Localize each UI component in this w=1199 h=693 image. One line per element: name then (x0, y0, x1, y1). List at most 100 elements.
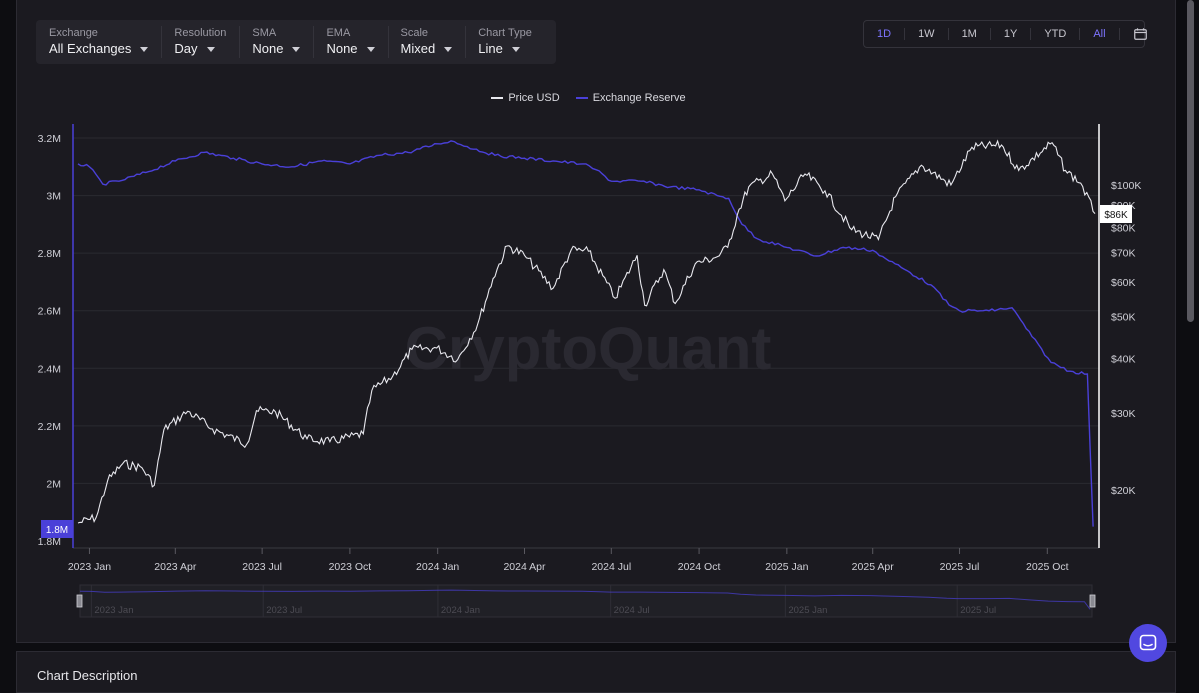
right-tick-label: $60K (1111, 277, 1136, 289)
chart-description-title: Chart Description (37, 668, 138, 683)
chevron-down-icon (444, 47, 453, 52)
scale-label: Scale (400, 27, 429, 39)
left-tick-label: 2M (46, 478, 61, 490)
current-price-marker: $86K (1100, 205, 1132, 223)
x-tick-label: 2023 Jul (242, 561, 282, 573)
range-all-button[interactable]: All (1079, 28, 1118, 40)
chevron-down-icon (206, 47, 215, 52)
current-price-label: $86K (1104, 210, 1128, 221)
chevron-down-icon (366, 47, 375, 52)
right-tick-label: $20K (1111, 485, 1136, 497)
range-1y-button[interactable]: 1Y (989, 28, 1030, 40)
navigator-label: 2025 Jul (960, 605, 996, 616)
left-tick-label: 2.2M (38, 421, 61, 433)
sma-value: None (252, 41, 284, 56)
left-tick-label: 3.2M (38, 133, 61, 145)
exchange-label: Exchange (49, 27, 98, 39)
navigator-label: 2024 Jan (441, 605, 480, 616)
legend-price[interactable]: Price USD (491, 92, 560, 104)
ema-label: EMA (326, 27, 351, 39)
x-tick-label: 2025 Jan (765, 561, 808, 573)
legend-reserve-swatch (575, 97, 588, 99)
calendar-button[interactable] (1118, 28, 1161, 40)
x-tick-label: 2024 Apr (503, 561, 546, 573)
chat-icon (1139, 634, 1157, 651)
right-tick-label: $80K (1111, 222, 1136, 234)
left-tick-label: 2.8M (38, 248, 61, 260)
legend-price-label: Price USD (508, 92, 560, 104)
x-tick-label: 2024 Jul (591, 561, 631, 573)
x-tick-label: 2023 Oct (329, 561, 372, 573)
chat-button[interactable] (1129, 624, 1167, 662)
chart-description-panel: Chart Description (16, 651, 1176, 693)
ema-value: None (326, 41, 358, 56)
series-line-price-usd (77, 139, 1096, 524)
x-tick-label: 2024 Oct (678, 561, 721, 573)
navigator-track (79, 584, 1093, 618)
legend-reserve[interactable]: Exchange Reserve (575, 92, 686, 104)
legend-price-swatch (491, 97, 504, 99)
chart-plot[interactable]: CryptoQuant 3.2M 3M 2.8M 2.6M 2.4M 2.2M 2M 1.8M… (0, 0, 1199, 640)
navigator-label: 2023 Jul (266, 605, 302, 616)
right-tick-label: $40K (1111, 354, 1136, 366)
current-reserve-badge (41, 520, 73, 538)
chart-controls: Exchange All Exchanges Resolution Day SM… (36, 20, 556, 64)
current-reserve-label: 1.8M (46, 525, 68, 536)
left-tick-label: 1.8M (38, 536, 61, 548)
sma-select[interactable]: SMA None (239, 20, 313, 64)
right-axis: $100K$90K$80K$70K$60K$50K$40K$30K$20K (1111, 180, 1141, 497)
exchange-select[interactable]: Exchange All Exchanges (36, 20, 161, 64)
chart-legend: Price USD Exchange Reserve (0, 92, 1199, 104)
range-1d-button[interactable]: 1D (877, 28, 892, 40)
current-reserve-marker: 1.8M (41, 520, 73, 538)
x-tick-label: 2025 Oct (1026, 561, 1069, 573)
grid-lines (73, 137, 1099, 549)
left-tick-label: 3M (46, 191, 61, 203)
x-axis: 2023 Jan 2023 Apr 2023 Jul 2023 Oct 2024 Jan… (68, 548, 1069, 573)
chevron-down-icon (140, 47, 149, 52)
chart-type-label: Chart Type (478, 27, 532, 39)
scale-value: Mixed (400, 41, 436, 56)
navigator-label: 2025 Jan (788, 605, 827, 616)
navigator-series-line (79, 589, 1091, 610)
chevron-down-icon (511, 47, 520, 52)
left-tick-label: 2.4M (38, 363, 61, 375)
navigator-left-handle[interactable] (76, 594, 83, 608)
chart-type-select[interactable]: Chart Type Line (465, 20, 556, 64)
right-tick-label: $30K (1111, 408, 1136, 420)
right-tick-label: $70K (1111, 248, 1136, 260)
navigator[interactable]: 2023 Jan 2023 Jul 2024 Jan 2024 Jul 2025 Jan… (76, 584, 1096, 618)
calendar-icon (1133, 28, 1147, 40)
navigator-right-handle[interactable] (1089, 594, 1096, 608)
range-1m-button[interactable]: 1M (947, 28, 990, 40)
resolution-select[interactable]: Resolution Day (161, 20, 239, 64)
watermark: CryptoQuant (405, 315, 772, 382)
resolution-label: Resolution (174, 27, 227, 39)
left-axis: 3.2M 3M 2.8M 2.6M 2.4M 2.2M 2M 1.8M (38, 133, 61, 548)
chevron-down-icon (292, 47, 301, 52)
x-tick-label: 2023 Jan (68, 561, 111, 573)
range-1w-button[interactable]: 1W (904, 28, 948, 40)
x-tick-label: 2025 Apr (852, 561, 895, 573)
scale-select[interactable]: Scale Mixed (387, 20, 466, 64)
range-ytd-button[interactable]: YTD (1030, 28, 1079, 40)
navigator-label: 2023 Jan (94, 605, 133, 616)
x-tick-label: 2025 Jul (940, 561, 980, 573)
exchange-value: All Exchanges (49, 41, 132, 56)
x-tick-label: 2024 Jan (416, 561, 459, 573)
resolution-value: Day (174, 41, 198, 56)
navigator-labels: 2023 Jan 2023 Jul 2024 Jan 2024 Jul 2025 Jan… (90, 585, 996, 617)
series-line-exchange-reserve (77, 140, 1094, 527)
chart-type-value: Line (478, 41, 503, 56)
sma-label: SMA (252, 27, 277, 39)
right-tick-label: $50K (1111, 311, 1136, 323)
right-tick-label: $100K (1111, 180, 1141, 192)
chart-panel (16, 0, 1176, 643)
x-tick-label: 2023 Apr (154, 561, 197, 573)
page-scrollbar[interactable] (1187, 0, 1194, 322)
navigator-label: 2024 Jul (614, 605, 650, 616)
range-selector: 1D 1W 1M 1Y YTD All (863, 20, 1147, 48)
legend-reserve-label: Exchange Reserve (592, 92, 686, 104)
current-price-badge (1100, 205, 1132, 223)
ema-select[interactable]: EMA None (313, 20, 387, 64)
